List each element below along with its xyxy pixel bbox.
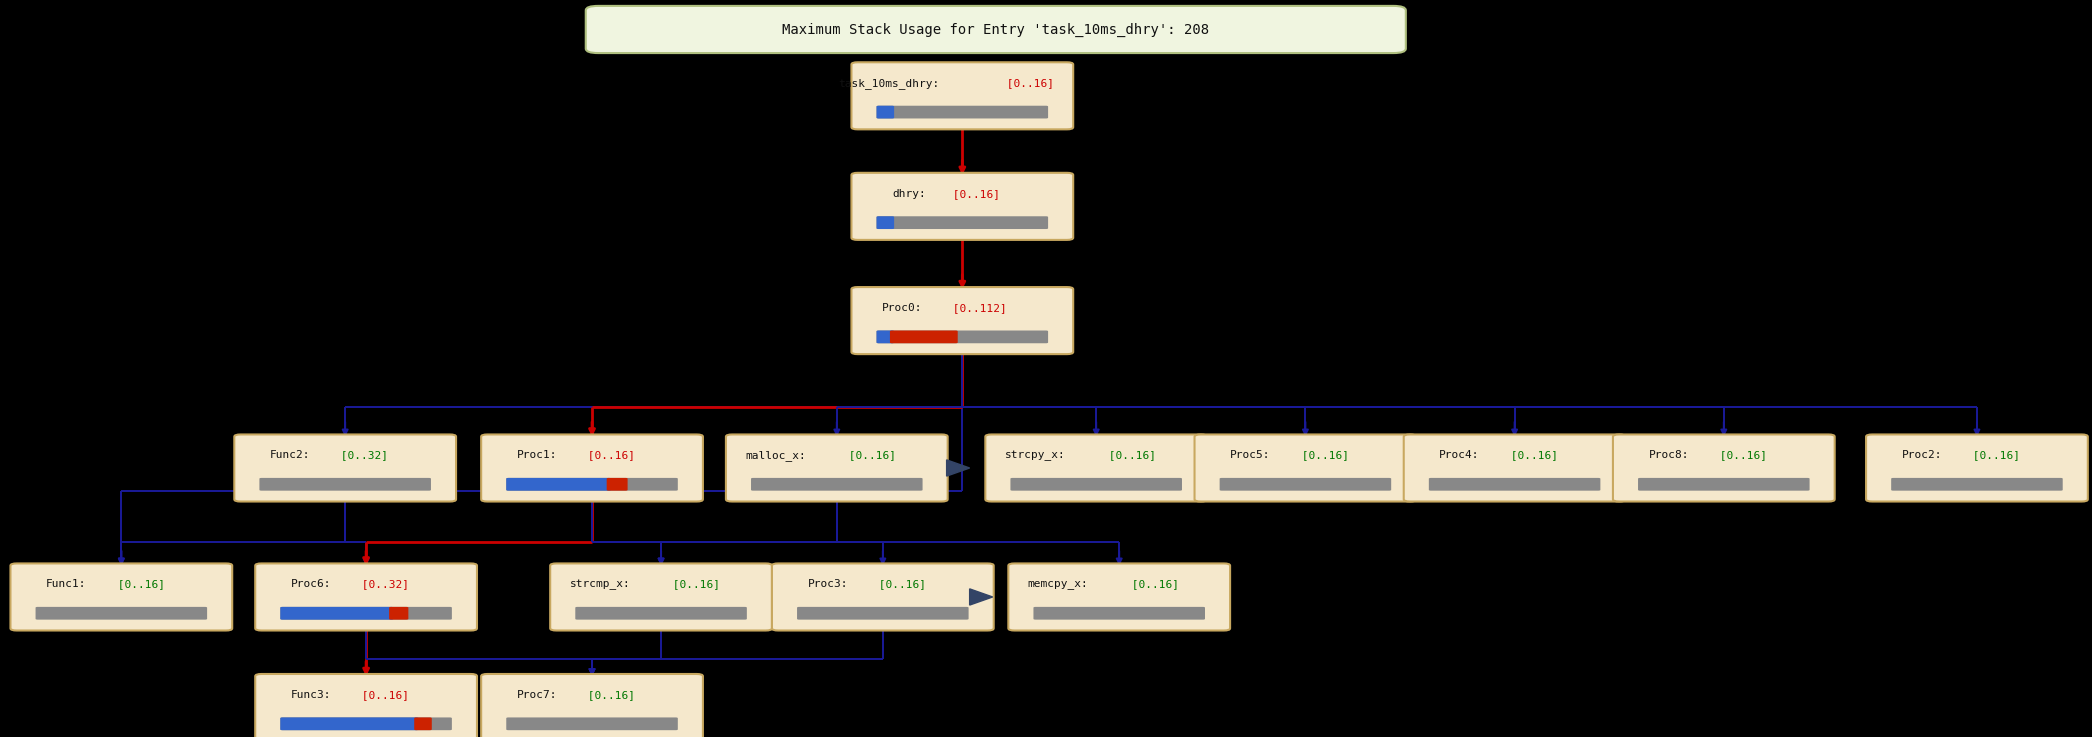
FancyBboxPatch shape [1220,478,1391,491]
FancyBboxPatch shape [506,717,678,730]
Text: [0..16]: [0..16] [1713,450,1768,461]
FancyBboxPatch shape [255,564,477,631]
Text: Proc5:: Proc5: [1230,450,1270,461]
FancyBboxPatch shape [550,564,772,631]
FancyBboxPatch shape [1010,478,1182,491]
Text: [0..16]: [0..16] [1295,450,1349,461]
Text: Func3:: Func3: [291,690,331,700]
FancyBboxPatch shape [1008,564,1230,631]
Text: strcpy_x:: strcpy_x: [1004,450,1065,461]
FancyBboxPatch shape [280,607,393,620]
Text: malloc_x:: malloc_x: [745,450,805,461]
Text: [0..16]: [0..16] [843,450,895,461]
Text: [0..16]: [0..16] [872,579,927,590]
Text: Proc4:: Proc4: [1439,450,1479,461]
FancyBboxPatch shape [797,607,969,620]
FancyBboxPatch shape [877,105,893,119]
Text: [0..16]: [0..16] [1125,579,1178,590]
Text: [0..16]: [0..16] [356,690,410,700]
FancyBboxPatch shape [414,717,431,730]
Text: task_10ms_dhry:: task_10ms_dhry: [839,78,939,88]
FancyBboxPatch shape [506,478,678,491]
FancyBboxPatch shape [259,478,431,491]
FancyBboxPatch shape [481,674,703,737]
Text: [0..32]: [0..32] [335,450,389,461]
Text: dhry:: dhry: [893,189,927,199]
FancyBboxPatch shape [255,674,477,737]
Text: [0..16]: [0..16] [582,690,636,700]
FancyBboxPatch shape [1195,435,1416,502]
FancyBboxPatch shape [726,435,948,502]
FancyBboxPatch shape [1891,478,2063,491]
FancyBboxPatch shape [877,105,1048,119]
FancyBboxPatch shape [280,717,418,730]
FancyBboxPatch shape [751,478,923,491]
Text: [0..16]: [0..16] [582,450,636,461]
Text: Func1:: Func1: [46,579,86,590]
FancyBboxPatch shape [586,6,1406,53]
Text: [0..16]: [0..16] [946,189,1000,199]
Text: Func2:: Func2: [270,450,310,461]
Text: Proc2:: Proc2: [1902,450,1941,461]
FancyBboxPatch shape [234,435,456,502]
Text: [0..16]: [0..16] [1000,78,1054,88]
Polygon shape [946,460,971,476]
FancyBboxPatch shape [1404,435,1625,502]
FancyBboxPatch shape [36,607,207,620]
FancyBboxPatch shape [575,607,747,620]
Text: memcpy_x:: memcpy_x: [1027,579,1088,590]
FancyBboxPatch shape [877,216,893,229]
Text: Proc6:: Proc6: [291,579,331,590]
Text: [0..16]: [0..16] [1102,450,1155,461]
Text: [0..112]: [0..112] [946,303,1006,313]
Text: [0..16]: [0..16] [667,579,720,590]
Text: Proc1:: Proc1: [517,450,556,461]
Text: [0..16]: [0..16] [111,579,165,590]
FancyBboxPatch shape [10,564,232,631]
FancyBboxPatch shape [877,216,1048,229]
Polygon shape [971,589,994,605]
FancyBboxPatch shape [607,478,628,491]
FancyBboxPatch shape [280,717,452,730]
Text: [0..16]: [0..16] [1966,450,2021,461]
FancyBboxPatch shape [280,607,452,620]
FancyBboxPatch shape [877,330,1048,343]
Text: strcmp_x:: strcmp_x: [569,579,630,590]
FancyBboxPatch shape [389,607,408,620]
Text: Proc0:: Proc0: [881,303,923,313]
FancyBboxPatch shape [889,330,958,343]
FancyBboxPatch shape [985,435,1207,502]
FancyBboxPatch shape [481,435,703,502]
Text: Proc7:: Proc7: [517,690,556,700]
FancyBboxPatch shape [1033,607,1205,620]
FancyBboxPatch shape [851,287,1073,354]
Text: Maximum Stack Usage for Entry 'task_10ms_dhry': 208: Maximum Stack Usage for Entry 'task_10ms… [782,22,1209,37]
FancyBboxPatch shape [1638,478,1810,491]
FancyBboxPatch shape [772,564,994,631]
FancyBboxPatch shape [877,330,893,343]
Text: [0..16]: [0..16] [1504,450,1559,461]
Text: Proc8:: Proc8: [1648,450,1688,461]
Text: Proc3:: Proc3: [808,579,847,590]
FancyBboxPatch shape [851,63,1073,130]
FancyBboxPatch shape [506,478,611,491]
FancyBboxPatch shape [1866,435,2088,502]
FancyBboxPatch shape [851,173,1073,240]
Text: [0..32]: [0..32] [356,579,410,590]
FancyBboxPatch shape [1429,478,1600,491]
FancyBboxPatch shape [1613,435,1835,502]
